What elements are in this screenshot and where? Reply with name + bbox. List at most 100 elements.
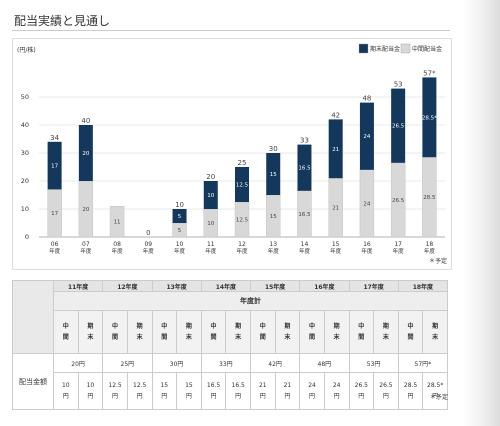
bar-total-label: 34 xyxy=(50,134,59,142)
bar-interim-label: 24 xyxy=(363,201,370,207)
x-tick-label: 08 xyxy=(113,241,121,248)
interim-header: 中間 xyxy=(250,310,276,354)
bar-final xyxy=(266,153,281,195)
interim-header: 中間 xyxy=(53,310,79,354)
cell-line: 末 xyxy=(333,334,340,341)
bar-final-label: 26.5 xyxy=(392,124,405,130)
legend-label: 期末配当金 xyxy=(370,45,400,53)
year-header: 18年度 xyxy=(397,280,449,292)
cell-line: 21 xyxy=(258,382,267,389)
bar-total-label: 0 xyxy=(146,229,150,237)
cell-line: 末 xyxy=(87,334,94,341)
bar-interim-label: 11 xyxy=(114,220,121,226)
cell-line: 28.5 xyxy=(403,382,418,389)
y-tick-label: 40 xyxy=(21,121,29,129)
cell-line: 24 xyxy=(308,382,316,389)
cell-line: 円 xyxy=(136,393,143,400)
x-tick-label: 15 xyxy=(332,241,340,248)
cell-line: 円 xyxy=(333,393,340,400)
year-header: 11年度 xyxy=(52,280,104,292)
year-header: 14年度 xyxy=(200,280,252,292)
year-total-header: 年度計 xyxy=(53,291,448,311)
interim-header: 中間 xyxy=(348,310,375,354)
bar-final-label: 21 xyxy=(332,147,339,153)
bar-interim-label: 28.5 xyxy=(423,195,436,201)
interim-header: 中間 xyxy=(200,310,227,354)
year-total-value: 57円* xyxy=(397,353,449,373)
cell-line: 中 xyxy=(161,323,168,330)
bar-final-label: 28.5* xyxy=(422,115,437,121)
bar-total-label: 40 xyxy=(81,117,90,125)
dividend-chart-panel: (円/株) 0 10 20 30 40 50 期末配当金 中間配当金 17 17 34 06 年度 20 20… xyxy=(12,38,452,270)
table-footnote: ＊予定 xyxy=(430,394,449,401)
bar-interim xyxy=(359,169,375,238)
bar-total-label: 53 xyxy=(394,81,403,89)
final-header: 期末 xyxy=(422,310,448,354)
x-tick-label-sub: 年度 xyxy=(236,247,248,255)
bar-total-label: 30 xyxy=(269,145,278,153)
x-tick-label: 11 xyxy=(207,241,215,248)
cell-line: 中 xyxy=(259,323,266,330)
final-header: 期末 xyxy=(274,310,301,354)
year-header: 17年度 xyxy=(348,280,399,292)
legend-swatch xyxy=(400,43,411,54)
cell-line: 16.5 xyxy=(206,382,221,389)
bar-interim-label: 12.5 xyxy=(236,218,249,224)
cell-line: 24 xyxy=(332,382,341,389)
cell-line: 中 xyxy=(407,323,414,330)
bar-interim xyxy=(390,162,406,238)
x-tick-label: 18 xyxy=(426,241,434,248)
year-total-value: 53円 xyxy=(348,353,399,373)
cell-line: 中 xyxy=(309,323,316,330)
bar-total-label: 57* xyxy=(423,69,436,77)
x-tick-label-sub: 年度 xyxy=(174,247,186,255)
x-tick-label-sub: 年度 xyxy=(361,247,373,255)
cell-line: 期 xyxy=(333,323,340,330)
bar-interim-label: 10 xyxy=(207,221,214,227)
year-header: 12年度 xyxy=(102,280,153,292)
final-value: 10 円 xyxy=(77,372,104,410)
cell-line: 期 xyxy=(185,323,192,330)
cell-line: 期 xyxy=(136,323,143,330)
cell-line: 間 xyxy=(161,334,168,341)
final-header: 期末 xyxy=(126,310,153,354)
cell-line: 円 xyxy=(185,393,192,400)
x-tick-label-sub: 年度 xyxy=(299,247,311,255)
cell-line: 末 xyxy=(432,334,439,341)
y-tick-label: 20 xyxy=(21,177,29,185)
x-tick-label: 14 xyxy=(301,241,309,248)
interim-value: 12.5 円 xyxy=(102,372,128,410)
year-header: 16年度 xyxy=(299,280,350,292)
final-value: 26.5 円 xyxy=(373,372,399,410)
interim-value: 16.5 円 xyxy=(200,372,227,410)
year-total-value: 33円 xyxy=(200,353,252,373)
bar-final-label: 10 xyxy=(207,193,214,199)
bar-total-label: 20 xyxy=(206,173,215,181)
x-tick-label: 17 xyxy=(394,241,402,248)
cell-line: 21 xyxy=(283,382,292,389)
cell-line: 円 xyxy=(432,393,439,400)
bar-total-label: 42 xyxy=(331,111,340,119)
final-value: 16.5 円 xyxy=(225,372,251,410)
cell-line: 中 xyxy=(62,323,69,330)
final-value: 28.5* 円 xyxy=(422,372,448,410)
cell-line: 12.5 xyxy=(108,382,122,389)
bar-total-label: 25 xyxy=(238,159,247,167)
cell-line: 円 xyxy=(259,393,266,400)
bar-interim-label: 21 xyxy=(332,206,339,212)
interim-value: 24 円 xyxy=(299,372,325,410)
bar-final-label: 16.5 xyxy=(298,166,311,172)
x-tick-label: 09 xyxy=(144,241,152,248)
cell-line: 間 xyxy=(112,334,119,341)
interim-value: 15 円 xyxy=(151,372,178,410)
bar-final xyxy=(297,144,312,191)
x-tick-label: 12 xyxy=(238,241,246,248)
bar-final xyxy=(359,102,374,170)
x-tick-label-sub: 年度 xyxy=(112,247,124,255)
cell-line: 末 xyxy=(382,334,389,341)
final-value: 21 円 xyxy=(274,372,301,410)
interim-value: 21 円 xyxy=(250,372,276,410)
final-header: 期末 xyxy=(373,310,399,354)
bar-final xyxy=(391,88,406,163)
